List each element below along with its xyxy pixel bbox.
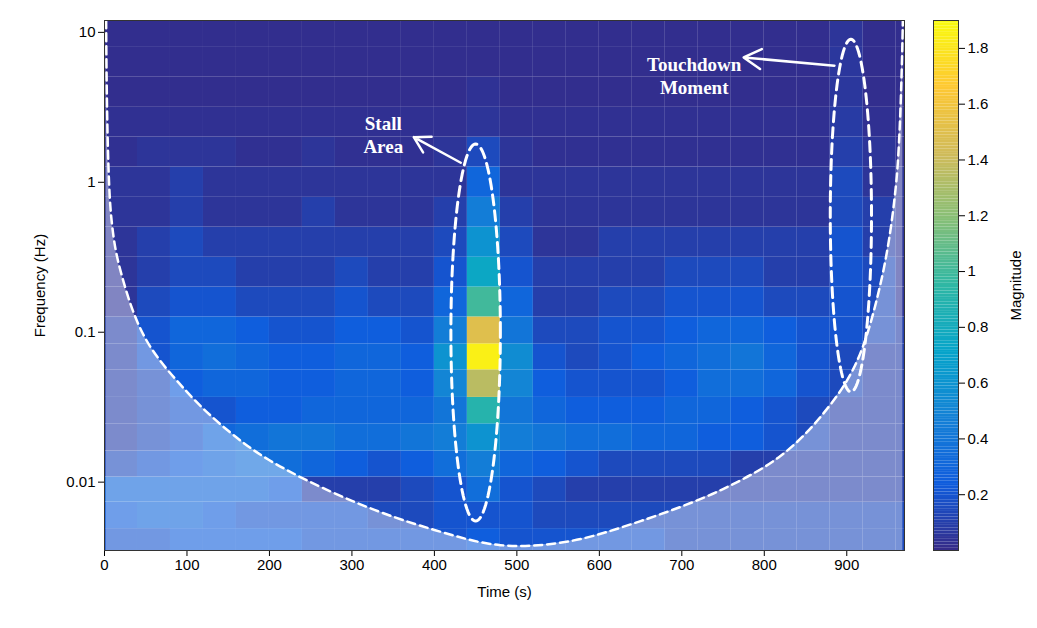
svg-text:900: 900 xyxy=(834,556,859,573)
svg-text:1.2: 1.2 xyxy=(968,207,989,224)
svg-text:Time (s): Time (s) xyxy=(477,583,531,600)
svg-text:100: 100 xyxy=(174,556,199,573)
svg-text:Magnitude: Magnitude xyxy=(1007,250,1024,320)
svg-text:0: 0 xyxy=(100,556,108,573)
svg-text:StallArea: StallArea xyxy=(363,113,403,158)
svg-text:0.01: 0.01 xyxy=(66,473,95,490)
svg-text:0.4: 0.4 xyxy=(968,430,989,447)
svg-text:200: 200 xyxy=(257,556,282,573)
svg-text:0.6: 0.6 xyxy=(968,374,989,391)
svg-text:700: 700 xyxy=(669,556,694,573)
svg-text:1: 1 xyxy=(87,173,95,190)
svg-text:1.4: 1.4 xyxy=(968,151,989,168)
svg-text:Frequency (Hz): Frequency (Hz) xyxy=(31,234,48,337)
svg-text:1: 1 xyxy=(968,262,976,279)
svg-text:0.8: 0.8 xyxy=(968,318,989,335)
svg-text:300: 300 xyxy=(339,556,364,573)
svg-text:0.2: 0.2 xyxy=(968,486,989,503)
svg-text:1.6: 1.6 xyxy=(968,95,989,112)
svg-text:TouchdownMoment: TouchdownMoment xyxy=(647,54,742,99)
svg-text:800: 800 xyxy=(752,556,777,573)
svg-text:1.8: 1.8 xyxy=(968,39,989,56)
svg-text:500: 500 xyxy=(504,556,529,573)
svg-text:600: 600 xyxy=(587,556,612,573)
svg-text:0.1: 0.1 xyxy=(75,323,96,340)
svg-text:10: 10 xyxy=(79,23,96,40)
svg-text:400: 400 xyxy=(422,556,447,573)
